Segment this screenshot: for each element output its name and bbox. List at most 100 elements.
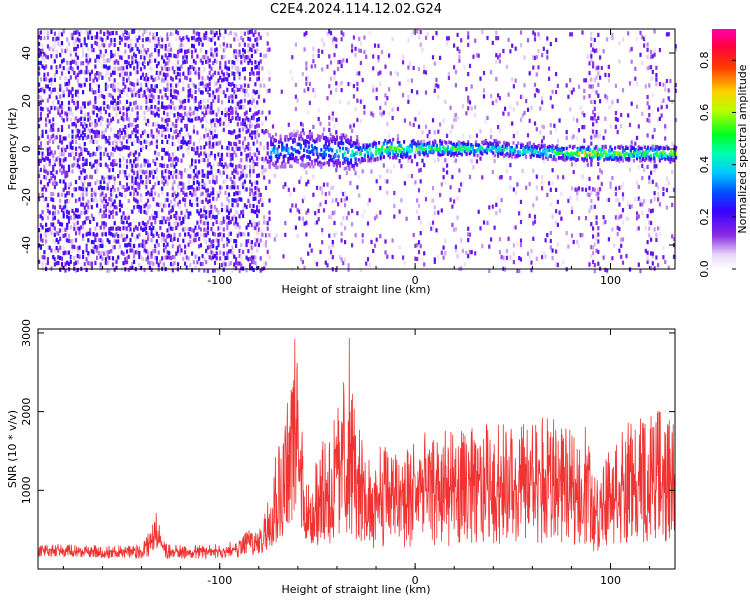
spectrogram-cell	[672, 254, 676, 259]
spectrogram-cell	[294, 94, 297, 99]
spectrogram-cell	[231, 185, 234, 190]
spectrogram-cell	[208, 87, 211, 92]
spectrogram-cell	[646, 164, 649, 169]
spectrogram-cell	[117, 187, 120, 192]
spectrogram-cell	[194, 116, 197, 121]
spectrogram-cell	[138, 243, 141, 248]
spectrogram-cell	[490, 134, 493, 139]
spectrogram-cell	[242, 38, 245, 43]
spectrogram-cell	[46, 151, 49, 156]
spectrogram-cell	[39, 87, 42, 93]
spectrogram-cell	[182, 36, 185, 41]
spectrogram-cell	[180, 174, 183, 179]
spectrogram-cell	[257, 89, 260, 94]
spectrogram-cell	[220, 145, 224, 150]
spectrogram-cell	[233, 185, 236, 190]
spectrogram-cell	[257, 227, 260, 232]
spectrogram-cell	[588, 176, 591, 181]
spectrogram-cell	[247, 92, 250, 97]
spectrogram-cell	[266, 249, 269, 254]
spectrogram-cell	[97, 84, 100, 89]
spectrogram-cell	[597, 162, 600, 167]
spectrogram-cell	[650, 237, 653, 242]
spectrogram-cell	[45, 162, 48, 167]
spectrogram-cell	[257, 71, 260, 76]
spectrogram-cell	[428, 135, 431, 140]
spectrogram-ridge-cell	[281, 148, 284, 152]
spectrogram-ridge-cell	[368, 147, 371, 152]
spectrogram-ridge-cell	[276, 159, 279, 163]
spectrogram-cell	[194, 151, 197, 156]
spectrogram-cell	[468, 232, 472, 237]
spectrogram-cell	[442, 118, 445, 123]
spectrogram-cell	[117, 234, 120, 239]
spectrogram-cell	[39, 222, 42, 228]
spectrogram-cell	[78, 226, 81, 231]
spectrogram-cell	[180, 170, 183, 176]
spectrogram-cell	[356, 71, 359, 76]
spectrogram-cell	[257, 231, 260, 236]
spectrogram-cell	[38, 106, 41, 111]
spectrogram-cell	[593, 242, 596, 247]
spectrogram-ridge-cell	[413, 155, 417, 159]
spectrogram-ridge-cell	[354, 141, 357, 146]
spectrogram-cell	[342, 197, 345, 202]
spectrogram-cell	[159, 71, 162, 76]
spectrogram-cell	[94, 35, 97, 40]
spectrogram-ridge-cell	[379, 148, 382, 152]
spectrogram-cell	[213, 41, 217, 46]
spectrogram-ridge-cell	[363, 158, 367, 162]
spectrogram-cell	[171, 159, 174, 164]
spectrogram-cell	[497, 125, 500, 130]
spectrogram-cell	[233, 198, 236, 203]
spectrogram-cell	[329, 60, 333, 65]
spectrogram-cell	[581, 30, 584, 35]
spectrogram-cell	[242, 205, 245, 210]
spectrogram-cell	[416, 162, 419, 167]
spectrogram-cell	[125, 112, 129, 117]
spectrogram-cell	[384, 64, 387, 69]
spectrogram-cell	[236, 87, 239, 92]
spectrogram-cell	[224, 29, 227, 34]
spectrogram-cell	[127, 55, 130, 60]
spectrogram-cell	[180, 64, 183, 69]
spectrogram-cell	[305, 232, 308, 237]
spectrogram-cell	[570, 90, 574, 95]
spectrogram-cell	[133, 233, 136, 238]
spectrogram-cell	[46, 171, 49, 176]
spectrogram-ridge-cell	[481, 152, 484, 156]
spectrogram-ridge-cell	[454, 151, 457, 155]
spectrogram-cell	[143, 29, 146, 34]
spectrogram-cell	[187, 179, 190, 185]
spectrogram-cell	[210, 119, 213, 124]
spectrogram-cell	[80, 193, 83, 198]
spectrogram-cell	[198, 71, 201, 76]
spectrogram-cell	[176, 66, 180, 71]
spectrogram-cell	[541, 175, 544, 180]
spectrogram-cell	[59, 53, 62, 58]
spectrogram-cell	[256, 265, 259, 271]
spectrogram-cell	[67, 106, 71, 111]
spectrogram-cell	[331, 255, 334, 260]
spectrogram-cell	[280, 89, 283, 94]
spectrogram-cell	[196, 150, 199, 155]
spectrogram-cell	[189, 227, 192, 232]
spectrogram-cell	[125, 139, 129, 144]
spectrogram-cell	[191, 202, 194, 207]
spectrogram-cell	[71, 98, 74, 103]
spectrogram-cell	[39, 116, 42, 121]
spectrogram-cell	[220, 262, 224, 268]
spectrogram-cell	[227, 107, 231, 112]
spectrogram-cell	[657, 107, 660, 112]
spectrogram-cell	[92, 198, 95, 203]
spectrogram-cell	[437, 210, 440, 215]
spectrogram-cell	[556, 83, 559, 88]
spectrogram-cell	[213, 254, 217, 259]
spectrogram-cell	[328, 191, 331, 196]
spectrogram-cell	[572, 116, 575, 122]
spectrogram-cell	[152, 197, 155, 202]
spectrogram-cell	[52, 255, 55, 260]
spectrogram-ridge-cell	[345, 166, 348, 170]
spectrogram-cell	[665, 205, 668, 210]
spectrogram-cell	[470, 250, 473, 255]
